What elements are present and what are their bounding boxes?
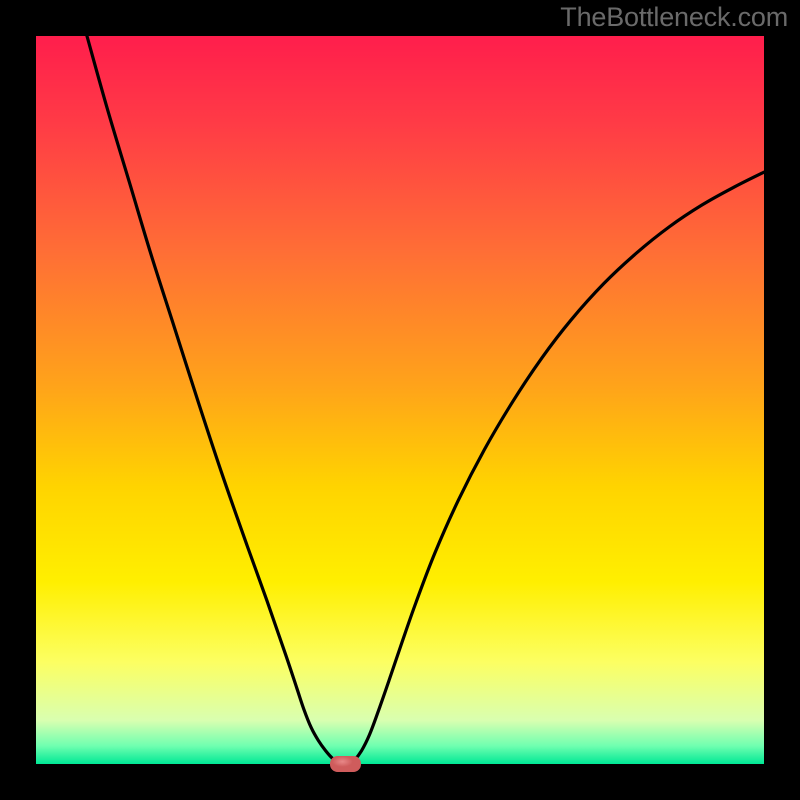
watermark-label: TheBottleneck.com [560, 2, 788, 33]
minimum-marker [330, 756, 361, 771]
chart-container: TheBottleneck.com [0, 0, 800, 800]
plot-area [36, 36, 764, 764]
